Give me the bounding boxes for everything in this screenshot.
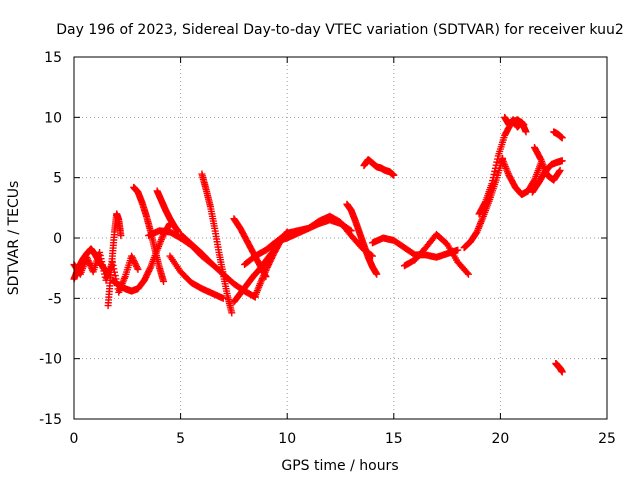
x-axis-label: GPS time / hours [281, 458, 398, 474]
data-point-marker [85, 258, 93, 266]
y-tick-label: 0 [53, 231, 62, 247]
data-point-marker [373, 270, 381, 278]
series-arc-03 [104, 210, 125, 310]
data-point-marker [464, 270, 472, 278]
data-point-marker [117, 232, 125, 240]
series-arc-21 [475, 116, 528, 218]
data-point-marker [133, 264, 141, 272]
x-tick-label: 0 [70, 431, 79, 447]
data-point-marker [493, 158, 501, 166]
series-arc-08 [166, 252, 227, 302]
y-tick-label: 5 [53, 171, 62, 187]
axis-ticks [73, 56, 608, 420]
x-tick-label: 15 [385, 431, 403, 447]
series-arc-05 [130, 183, 168, 285]
data-point-marker [556, 166, 564, 174]
data-points [70, 113, 566, 376]
series-arc-19 [400, 230, 472, 278]
y-tick-labels: -15 -10 -5 0 5 10 15 [39, 50, 62, 428]
data-point-marker [489, 174, 497, 182]
x-tick-label: 25 [598, 431, 616, 447]
data-point-marker [558, 368, 566, 376]
series-arc-16 [343, 200, 381, 278]
data-point-marker [146, 264, 154, 272]
data-point-marker [160, 277, 168, 285]
series-arc-09 [198, 170, 236, 317]
data-point-marker [488, 180, 496, 188]
data-point-marker [489, 177, 497, 185]
data-point-marker [558, 134, 566, 142]
data-point-marker [390, 171, 398, 179]
data-point-marker [558, 157, 566, 165]
x-tick-label: 10 [278, 431, 296, 447]
series-arc-13 [230, 215, 270, 281]
y-tick-label: -5 [48, 291, 62, 307]
data-point-marker [481, 199, 489, 207]
data-point-marker [258, 276, 266, 284]
data-point-marker [491, 164, 499, 172]
data-point-marker [86, 260, 94, 268]
data-point-marker [263, 263, 271, 271]
data-point-marker [262, 273, 270, 281]
data-point-marker [228, 309, 236, 317]
x-tick-labels: 0 5 10 15 20 25 [70, 431, 616, 447]
data-point-marker [261, 271, 269, 279]
data-point-marker [463, 269, 471, 277]
data-point-marker [84, 257, 92, 265]
data-point-marker [522, 128, 530, 136]
x-tick-label: 20 [491, 431, 509, 447]
series-arc-23 [499, 156, 545, 199]
data-point-marker [536, 154, 544, 162]
data-point-marker [490, 170, 498, 178]
data-point-marker [134, 265, 142, 273]
y-tick-label: 10 [44, 110, 62, 126]
data-point-marker [454, 246, 462, 254]
data-point-marker [555, 167, 563, 175]
chart-title: Day 196 of 2023, Sidereal Day-to-day VTE… [56, 22, 624, 38]
series-arc-17 [360, 156, 398, 179]
y-tick-label: -15 [39, 412, 62, 428]
data-point-marker [492, 161, 500, 169]
series-arc-26 [550, 128, 566, 142]
series-arc-27 [552, 359, 566, 376]
y-tick-label: 15 [44, 50, 62, 66]
series-arc-22 [501, 113, 530, 136]
series-arc-02 [70, 245, 112, 283]
y-axis-label: SDTVAR / TECUs [6, 181, 22, 296]
series-arc-25 [531, 144, 564, 184]
series-arc-06 [153, 187, 182, 236]
y-tick-label: -10 [39, 352, 62, 368]
x-tick-label: 5 [176, 431, 185, 447]
data-point-marker [491, 167, 499, 175]
